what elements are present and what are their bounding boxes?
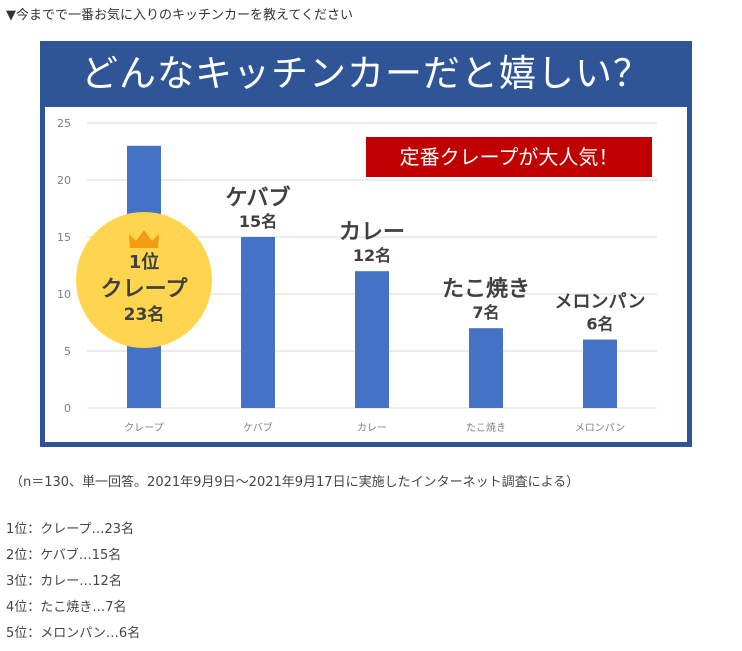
bar: [241, 237, 275, 408]
ranking-item: 3位：カレー…12名: [6, 574, 122, 589]
crown-icon: [129, 230, 159, 248]
annotation-label: 23名: [124, 304, 165, 325]
y-tick-label: 20: [57, 174, 71, 187]
annotation-label: 15名: [239, 212, 277, 231]
y-tick-label: 25: [57, 117, 71, 130]
ranking-item: 5位：メロンパン…6名: [6, 626, 141, 641]
x-tick-label: ケバブ: [243, 421, 273, 434]
y-tick-label: 0: [64, 402, 71, 415]
rank-badge: [76, 212, 212, 348]
figure-title: どんなキッチンカーだと嬉しい？: [81, 52, 651, 95]
annotation-label: 1位: [129, 251, 160, 273]
x-tick-label: たこ焼き: [466, 422, 506, 434]
annotation-label: カレー: [339, 220, 405, 245]
bar: [355, 271, 389, 408]
ranking-item: 1位：クレープ…23名: [6, 522, 135, 537]
y-tick-label: 10: [57, 288, 71, 301]
survey-figure: どんなキッチンカーだと嬉しい？ 0 5 10 15 20 25 クレープ ケバブ カレー たこ焼き…: [40, 41, 692, 447]
ranking-list: 1位：クレープ…23名 2位：ケバブ…15名 3位：カレー…12名 4位：たこ焼…: [6, 521, 140, 651]
annotation-label: ケバブ: [225, 185, 290, 211]
ranking-item: 2位：ケバブ…15名: [6, 548, 122, 563]
survey-note: （n＝130、単一回答。2021年9月9日～2021年9月17日に実施したインタ…: [10, 475, 580, 490]
annotation-label: クレープ: [101, 277, 189, 302]
callout-banner: 定番クレープが大人気！: [366, 137, 652, 177]
bar: [583, 339, 617, 408]
annotation-label: 12名: [353, 246, 391, 265]
annotation-label: たこ焼き: [442, 276, 530, 302]
annotation-label: 7名: [472, 303, 499, 322]
x-tick-label: メロンパン: [575, 422, 626, 434]
annotation-label: メロンパン: [555, 292, 646, 313]
annotation-label: 6名: [586, 315, 613, 334]
ranking-item: 4位：たこ焼き…7名: [6, 600, 127, 615]
x-tick-label: クレープ: [124, 422, 163, 434]
y-tick-label: 15: [57, 231, 71, 244]
x-tick-label: カレー: [357, 422, 387, 434]
bar: [469, 328, 503, 408]
y-tick-label: 5: [64, 345, 71, 358]
chart-panel: 0 5 10 15 20 25 クレープ ケバブ カレー たこ焼き メロンパン 1位 クレープ 23名 ケバ…: [45, 107, 687, 442]
question-heading: ▼今までで一番お気に入りのキッチンカーを教えてください: [6, 8, 353, 23]
